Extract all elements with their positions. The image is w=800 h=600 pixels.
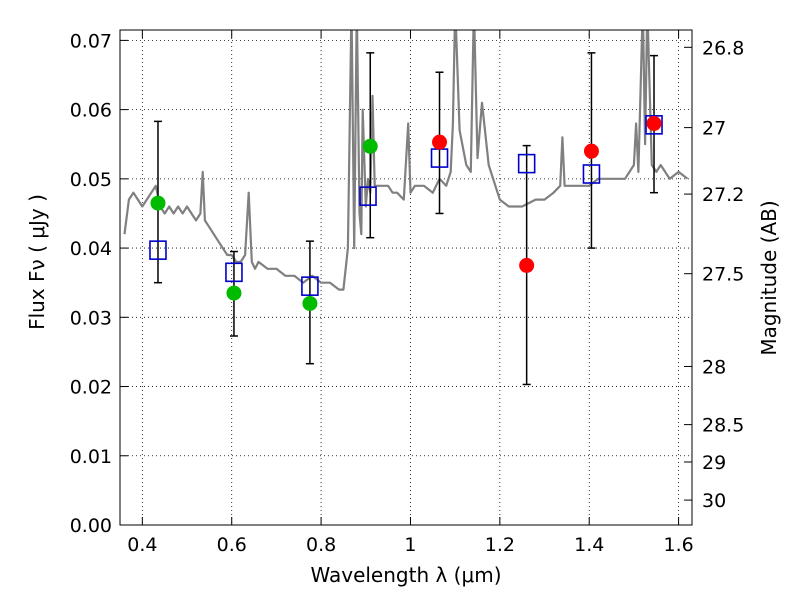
plot-frame [119,29,693,526]
y-tick-label: 0.06 [70,100,112,122]
y-tick-label: 0.05 [70,169,112,191]
x-tick-label: 1 [404,534,416,556]
x-tick-label: 1.4 [574,534,604,556]
right-tick-label: 27.2 [702,184,744,206]
right-tick-label: 29 [702,452,726,474]
model-photometry-square [582,164,601,184]
right-tick-label: 28.5 [702,415,744,437]
plot-area [123,30,689,386]
observed-flux-point [583,143,599,159]
observed-flux-point [519,257,535,273]
y-tick-label: 0.03 [70,307,112,329]
right-tick-label: 26.8 [702,37,744,59]
x-axis-label: Wavelength λ (μm) [310,563,501,587]
right-tick-label: 30 [702,490,726,512]
x-tick-label: 0.6 [217,534,247,556]
observed-flux-point [646,115,662,131]
y-tick-label: 0.00 [70,515,112,537]
x-tick-label: 0.8 [306,534,336,556]
y-tick-label: 0.07 [70,30,112,52]
model-photometry-square [149,240,167,260]
y-tick-label: 0.04 [70,238,112,260]
x-tick-label: 0.4 [127,534,157,556]
observed-flux-point [432,134,448,150]
x-tick-label: 1.6 [663,534,693,556]
observed-flux-point [226,285,242,301]
y-tick-label: 0.01 [70,446,112,468]
observed-flux-point [302,295,318,311]
model-photometry-square [301,276,319,296]
right-tick-label: 27.5 [702,264,744,286]
axes-ticks: 0.4 0.6 0.8 1 1.2 1.4 1.6 0.00 0.01 0.02 0.03 0.04 0… [70,30,744,556]
model-photometry-square [359,186,377,206]
x-tick-label: 1.2 [485,534,515,556]
right-tick-label: 28 [702,356,726,378]
model-photometry-square [645,115,663,135]
observed-flux-point [362,138,378,154]
model-spectrum-line [123,30,689,291]
right-tick-label: 27 [702,118,726,140]
model-photometry-square [517,153,536,174]
model-photometry-square [225,262,243,283]
grid [120,30,692,525]
right-axis-label: Magnitude (AB) [757,200,781,355]
y-tick-label: 0.02 [70,377,112,399]
y-axis-label: Flux Fν ( μJy ) [25,194,49,330]
observed-flux-point [150,195,166,211]
